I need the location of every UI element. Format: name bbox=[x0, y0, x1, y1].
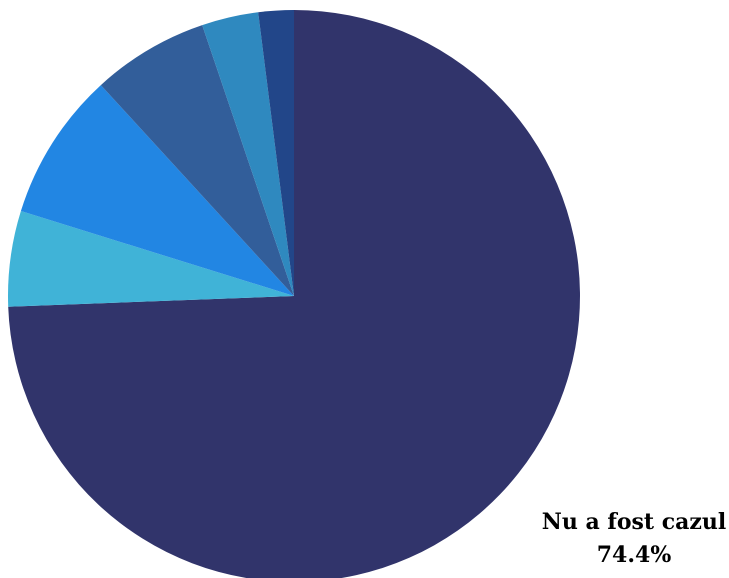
slice-label-name: Nu a fost cazul bbox=[542, 509, 727, 535]
pie-slice-3 bbox=[20, 85, 294, 296]
pie-slice-2 bbox=[7, 211, 295, 307]
pie-slice-4 bbox=[100, 25, 294, 296]
pie-slice-6 bbox=[258, 10, 294, 296]
slice-label-value: 74.4% bbox=[597, 542, 672, 568]
pie-slice-1 bbox=[8, 10, 580, 578]
pie-slice-5 bbox=[202, 12, 294, 296]
pie-slices bbox=[7, 10, 580, 578]
